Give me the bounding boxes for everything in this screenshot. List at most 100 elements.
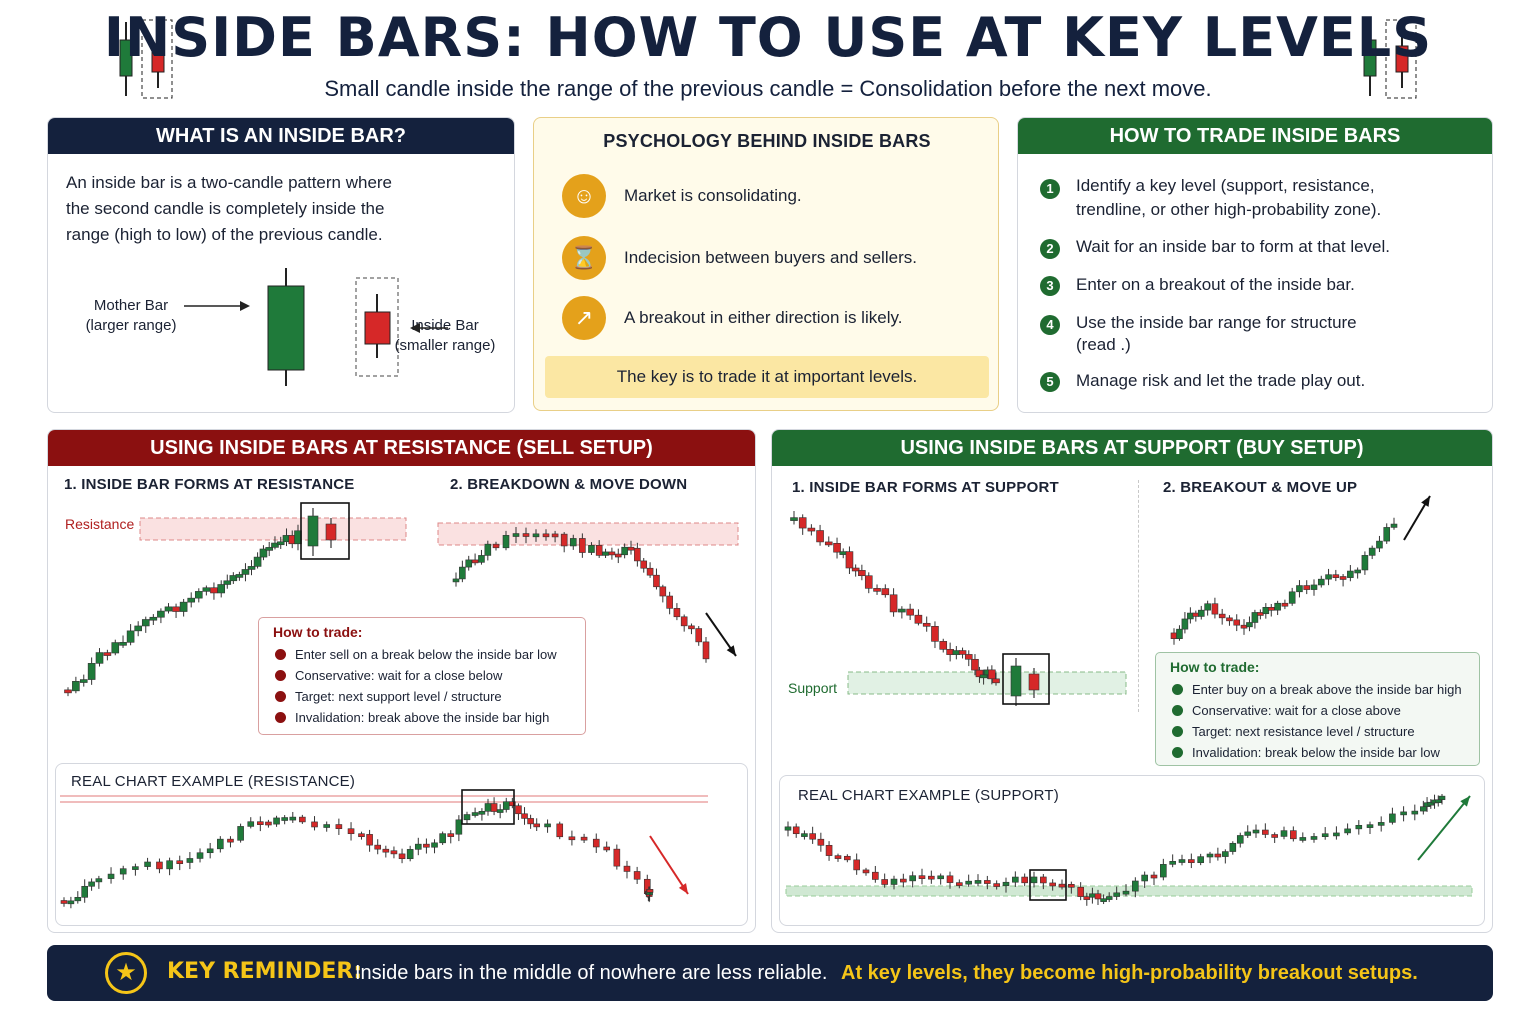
candle-body — [1262, 829, 1269, 835]
candle-body — [695, 628, 703, 643]
psychology-item-3: A breakout in either direction is likely… — [624, 308, 903, 327]
candle-body — [544, 823, 551, 828]
candle-body — [79, 679, 88, 683]
candle-body — [67, 900, 75, 905]
support-how-item-2: Conservative: wait for a close above — [1170, 700, 1465, 721]
candle-body — [532, 533, 540, 538]
psychology-heading: PSYCHOLOGY BEHIND INSIDE BARS — [603, 131, 931, 151]
candle-body — [126, 630, 135, 643]
candle-body — [1361, 555, 1369, 571]
inside-bar-highlight — [300, 502, 350, 560]
star-icon: ★ — [105, 952, 147, 994]
candle-body — [621, 546, 628, 556]
candle-body — [237, 826, 244, 841]
psychology-item-2: Indecision between buyers and sellers. — [624, 248, 917, 267]
candle-body — [666, 595, 673, 609]
step-number-3: 3 — [1040, 276, 1060, 296]
candle-body — [1303, 585, 1311, 590]
step-2: Wait for an inside bar to form at that l… — [1076, 237, 1391, 256]
down-arrow-icon — [649, 835, 689, 895]
hourglass-icon: ⌛ — [562, 236, 606, 280]
support-level-label: Support — [788, 680, 838, 696]
candle-body — [1321, 833, 1329, 837]
candle-body — [784, 826, 792, 831]
candle-body — [1390, 523, 1398, 528]
candle-body — [229, 575, 238, 582]
resistance-real-chart-box — [55, 763, 748, 926]
candle-body — [87, 663, 96, 680]
down-arrow-icon-head — [726, 645, 736, 656]
support-setup-chart — [790, 510, 1127, 706]
candle-body — [862, 869, 870, 874]
candle-body — [1160, 864, 1167, 878]
candle-body — [984, 880, 991, 884]
candle-body — [988, 669, 996, 680]
what-heading: WHAT IS AN INSIDE BAR? — [48, 118, 514, 154]
inside-bar-label: Inside Bar (smaller range) — [394, 317, 496, 354]
candle-body — [515, 805, 522, 815]
candle-body — [119, 642, 127, 646]
candle-body — [1214, 853, 1222, 858]
candle-body — [227, 838, 234, 843]
candle-body — [186, 858, 194, 863]
candle-body — [1434, 799, 1442, 803]
candle-body — [134, 625, 142, 632]
candle-body — [627, 546, 635, 551]
resistance-how-title: How to trade: — [273, 624, 363, 640]
candle-body — [141, 619, 150, 627]
candle-body — [1366, 824, 1374, 828]
support-how-title: How to trade: — [1170, 659, 1260, 675]
support-divider — [1138, 480, 1139, 712]
resistance-how-item-1: Enter sell on a break below the inside b… — [273, 644, 571, 665]
candle-body — [509, 801, 516, 807]
candlestick-icon-right — [1363, 19, 1417, 99]
candle-body — [484, 543, 492, 556]
support-how-item-1: Enter buy on a break above the inside ba… — [1170, 679, 1465, 700]
what-is-inside-bar-card: WHAT IS AN INSIDE BAR? An inside bar is … — [47, 117, 515, 413]
support-inside-bar-inside — [1028, 673, 1040, 691]
candle-body — [1400, 811, 1407, 816]
candle-body — [490, 803, 498, 812]
support-real-chart-box — [779, 775, 1485, 926]
candle-body — [881, 588, 890, 596]
candle-body — [1188, 859, 1195, 864]
candle-body — [1197, 856, 1204, 864]
candle-body — [484, 803, 492, 812]
candle-body — [265, 547, 274, 551]
candle-body — [542, 533, 550, 538]
candle-body — [452, 578, 460, 583]
candle-body — [801, 833, 808, 837]
step-5: Manage risk and let the trade play out. — [1076, 371, 1366, 390]
candle-body — [881, 879, 888, 885]
support-how-item-3: Target: next resistance level / structur… — [1170, 721, 1465, 742]
bullet-icon — [1172, 684, 1183, 695]
key-note: The key is to trade it at important leve… — [545, 356, 989, 398]
candle-body — [1021, 876, 1028, 884]
candle-body — [1122, 890, 1130, 895]
candle-body — [60, 900, 68, 904]
candle-body — [579, 538, 586, 553]
resistance-how-item-3: Target: next support level / structure — [273, 686, 571, 707]
candle-body — [1169, 861, 1176, 865]
candle-body — [551, 533, 559, 538]
candle-body — [659, 586, 667, 597]
candle-body — [335, 824, 343, 830]
candle-body — [1290, 830, 1297, 840]
candle-body — [217, 584, 226, 594]
candle-body — [1411, 810, 1419, 815]
candle-body — [478, 555, 485, 563]
candle-body — [1347, 570, 1354, 578]
candle-body — [406, 849, 414, 860]
candle-body — [210, 587, 218, 594]
candle-body — [164, 606, 173, 612]
candle-body — [890, 878, 898, 885]
candle-body — [492, 543, 500, 549]
candle-body — [1325, 574, 1332, 580]
candle-body — [471, 559, 479, 564]
candle-body — [196, 852, 204, 859]
candle-body — [918, 875, 926, 879]
candle-body — [187, 597, 196, 603]
resistance-inside-bar-inside — [325, 523, 337, 541]
candle-body — [374, 844, 382, 850]
candle-body — [253, 556, 262, 567]
